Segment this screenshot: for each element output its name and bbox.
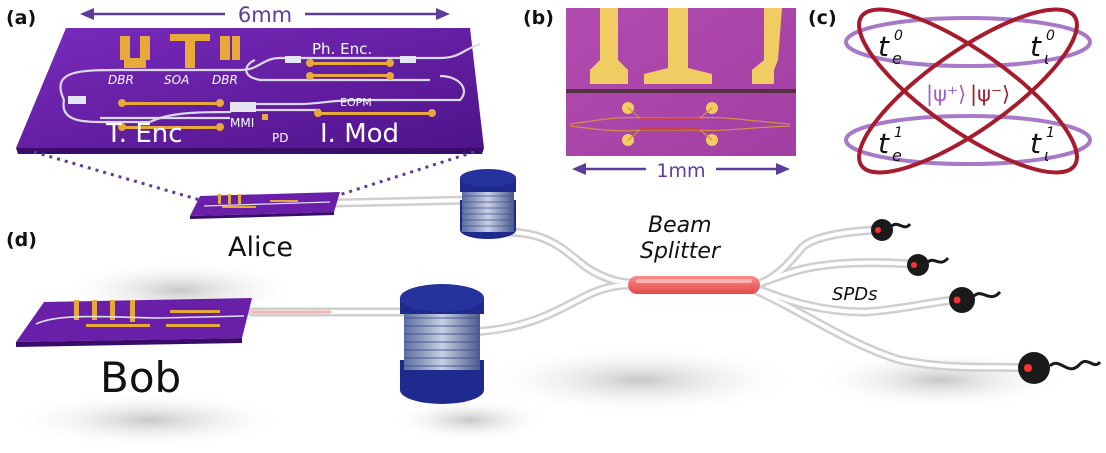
- chip-b: [566, 8, 796, 156]
- te0-sup: 0: [894, 28, 903, 44]
- psi-minus-label: |ψ⁻⟩: [970, 82, 1010, 107]
- scale-label-1mm: 1mm: [656, 160, 705, 182]
- psi-plus-label: |ψ⁺⟩: [926, 82, 966, 107]
- scale-bar-6mm: 6mm: [80, 3, 450, 27]
- tl0-sub: ι: [1044, 49, 1049, 68]
- te0-sub: e: [892, 49, 902, 68]
- pd-label: PD: [272, 131, 288, 145]
- zoom-lines: [33, 150, 475, 202]
- te1-sup: 1: [894, 125, 903, 141]
- panel-label-b: (b): [523, 7, 554, 29]
- spd-1: [871, 219, 912, 241]
- mmi-label: MMI: [230, 116, 254, 130]
- tl1-sup: 1: [1046, 125, 1055, 141]
- t-enc-label: T. Enc: [105, 119, 183, 149]
- spd-detectors: [871, 219, 1102, 384]
- alice-label: Alice: [228, 232, 293, 263]
- spd-2: [907, 254, 950, 276]
- bell-labels: t e 0 t ι 0 t e 1 t ι 1: [878, 28, 1055, 165]
- te1-sub: e: [892, 146, 902, 165]
- chip-a: DBR SOA DBR Ph. Enc. EOPM T. Enc MMI PD …: [16, 28, 484, 154]
- bob-label: Bob: [100, 353, 181, 402]
- tl1-label: t: [1030, 127, 1042, 160]
- i-mod-label: I. Mod: [320, 119, 399, 149]
- panel-label-a: (a): [6, 7, 36, 29]
- beam-splitter: [628, 276, 760, 294]
- te1-label: t: [878, 127, 890, 160]
- ph-enc-label: Ph. Enc.: [312, 40, 372, 58]
- spds-label: SPDs: [832, 284, 878, 305]
- bob-fiber-spool: [400, 284, 484, 404]
- alice-fiber-spool: [460, 169, 516, 239]
- fibers: [247, 195, 1030, 373]
- bell-diagram: [844, 7, 1092, 175]
- tl0-sup: 0: [1046, 28, 1055, 44]
- eopm-label: EOPM: [340, 96, 372, 109]
- panel-label-d: (d): [6, 229, 37, 251]
- dbr-label-2: DBR: [212, 73, 238, 87]
- alice-chip: [190, 192, 340, 219]
- scale-bar-1mm: 1mm: [572, 160, 790, 182]
- tl1-sub: ι: [1044, 146, 1049, 165]
- spd-3: [949, 287, 1002, 313]
- dbr-label-1: DBR: [108, 73, 134, 87]
- scale-label-6mm: 6mm: [238, 3, 292, 27]
- tl0-label: t: [1030, 30, 1042, 63]
- beam-splitter-label-2: Splitter: [640, 239, 722, 264]
- soa-label: SOA: [164, 73, 189, 87]
- beam-splitter-label-1: Beam: [648, 213, 712, 238]
- te0-label: t: [878, 30, 890, 63]
- panel-label-c: (c): [808, 7, 837, 29]
- spd-4: [1018, 352, 1102, 384]
- bob-chip: [16, 298, 252, 347]
